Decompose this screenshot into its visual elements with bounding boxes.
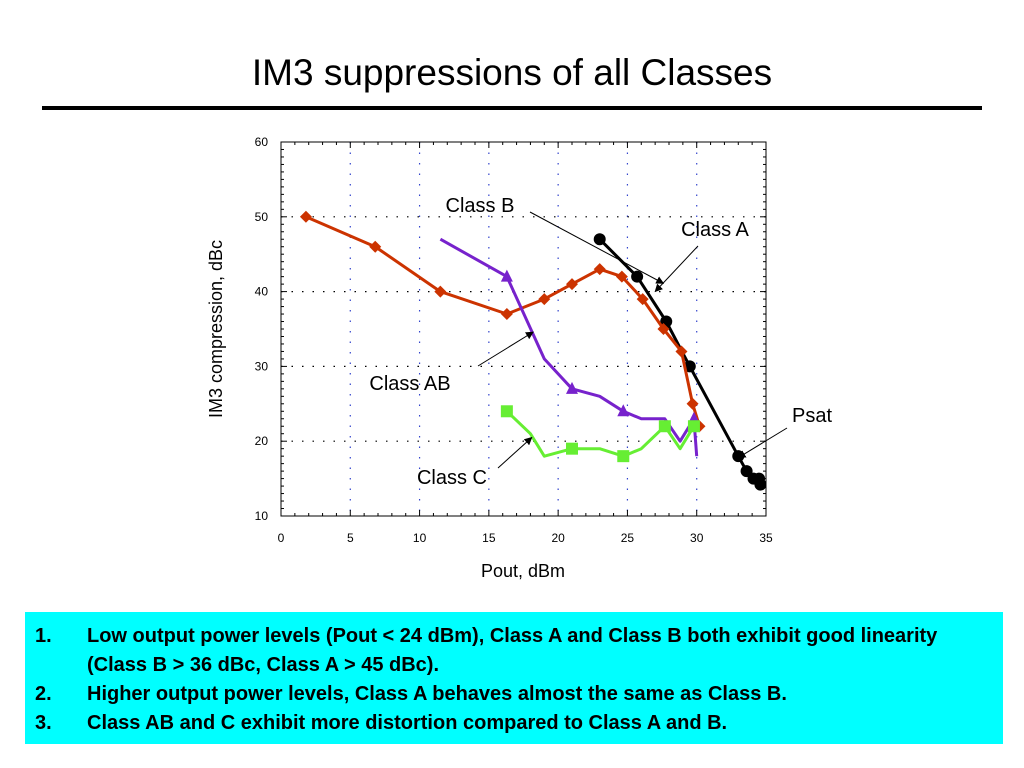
y-tick-label: 40 [255, 285, 269, 299]
data-point-class-b [636, 293, 649, 306]
data-point-class-b [299, 210, 312, 223]
data-point-class-b [369, 240, 382, 253]
note-item: 1. Low output power levels (Pout < 24 dB… [35, 622, 995, 680]
data-point-class-ab [566, 381, 578, 394]
grid-layer [281, 142, 766, 516]
y-tick-label: 10 [255, 509, 269, 523]
x-tick-label: 10 [413, 531, 427, 545]
data-point-class-b [675, 345, 688, 358]
annotation-arrow-class-ab [477, 331, 534, 367]
data-point-class-b [657, 323, 670, 335]
data-point-class-b [615, 270, 628, 283]
series-line-class-b [305, 215, 701, 427]
data-point-class-b [538, 293, 551, 306]
data-point-class-b [686, 397, 699, 410]
annotation-arrow-class-c [497, 436, 533, 469]
note-text: Class AB and C exhibit more distortion c… [87, 712, 728, 734]
y-axis-label: IM3 compression, dBc [206, 240, 226, 418]
x-tick-label: 25 [621, 531, 635, 545]
data-point-class-b [593, 263, 606, 276]
x-tick-label: 35 [759, 531, 773, 545]
slide-title: IM3 suppressions of all Classes [251, 52, 773, 93]
series-line-class-c [505, 410, 696, 458]
x-tick-label: 15 [482, 531, 496, 545]
annotation-label-class-b: Class B [446, 195, 515, 217]
series-layer [299, 210, 767, 491]
data-point-class-c [566, 442, 578, 455]
data-point-class-a [593, 233, 606, 246]
x-axis-label: Pout, dBm [481, 561, 565, 581]
data-point-class-a [732, 450, 745, 463]
annotation-label-class-a: Class A [681, 219, 749, 241]
data-point-class-c [617, 450, 630, 463]
plot-frame [280, 141, 767, 517]
data-point-class-c [658, 420, 671, 433]
data-point-class-b [500, 308, 513, 321]
data-point-class-ab [500, 269, 513, 282]
y-tick-label: 50 [255, 210, 269, 224]
note-item: 2. Higher output power levels, Class A b… [35, 680, 995, 709]
x-tick-label: 20 [551, 531, 565, 545]
note-item: 3. Class AB and C exhibit more distortio… [35, 709, 995, 738]
data-point-class-b [434, 285, 447, 298]
annotation-label-psat: Psat [792, 405, 832, 427]
x-tick-label: 0 [278, 531, 285, 545]
data-point-class-ab [617, 404, 630, 417]
data-point-class-c [500, 405, 513, 418]
annotation-label-class-ab: Class AB [369, 373, 450, 395]
ticks-layer: 0 5 10 15 20 25 30 35 10 20 30 40 50 60 [255, 135, 773, 545]
title-divider [42, 106, 982, 110]
series-line-class-ab [439, 237, 699, 457]
x-tick-label: 5 [347, 531, 354, 545]
annotation-arrow-psat [737, 427, 788, 459]
series-class-b [299, 210, 706, 433]
annotation-arrow-class-b [529, 211, 665, 284]
annotation-layer: Class B Class A Class AB Class C Psat [369, 195, 832, 489]
y-tick-label: 30 [255, 359, 269, 373]
note-number: 3. [35, 712, 52, 734]
note-text: Low output power levels (Pout < 24 dBm),… [87, 625, 938, 676]
note-text: Higher output power levels, Class A beha… [87, 683, 787, 705]
note-number: 2. [35, 683, 52, 705]
annotation-arrow-class-a [654, 245, 699, 293]
y-tick-label: 60 [255, 135, 269, 149]
data-point-class-a [754, 478, 767, 491]
note-number: 1. [35, 625, 52, 647]
annotation-label-class-c: Class C [417, 467, 487, 489]
series-class-c [500, 405, 700, 463]
summary-box: 1. Low output power levels (Pout < 24 dB… [25, 612, 1003, 744]
data-point-class-c [687, 420, 700, 433]
data-point-class-a [631, 270, 644, 283]
x-tick-label: 30 [690, 531, 704, 545]
data-point-class-b [566, 278, 578, 291]
y-tick-label: 20 [255, 434, 269, 448]
